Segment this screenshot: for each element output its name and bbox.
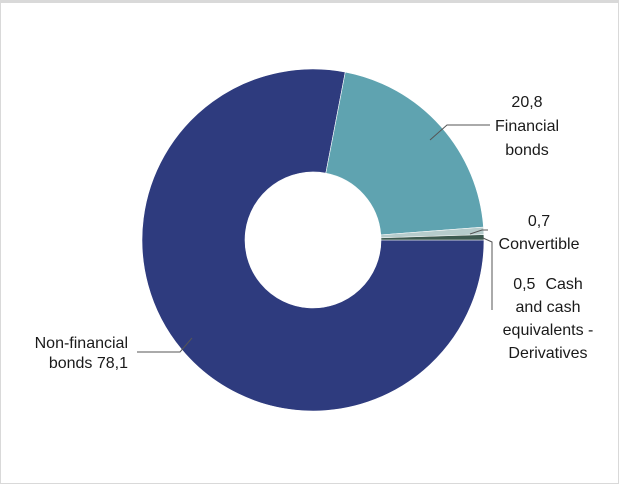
leader-cash [482,237,493,310]
label-cash-line3: equivalents - [503,322,594,339]
label-convertible-name: Convertible [499,236,580,253]
label-nonfinancial-line2: bonds 78,1 [49,355,128,372]
leader-convertible [469,229,488,235]
label-cash-gap: Cash [545,276,582,293]
leader-nonfinancial [137,337,193,353]
label-cash-line4: Derivatives [508,345,587,362]
slice-financial-bonds [325,71,484,236]
leader-lines [137,124,493,353]
label-cash-line2: and cash [516,299,581,316]
label-financial-line2: bonds [505,142,549,159]
label-financial-value: 20,8 [511,94,542,111]
label-nonfinancial-line1: Non-financial [35,335,128,352]
leader-financial [429,124,490,141]
slice-nonfinancial-bonds [141,68,485,412]
slice-cash-derivatives [380,234,485,241]
label-convertible-value: 0,7 [528,213,550,230]
label-cash-value: 0,5 [513,276,535,293]
label-cash-line1: 0,5 Cash [513,276,583,293]
slice-group [141,68,485,412]
label-financial-line1: Financial [495,118,559,135]
